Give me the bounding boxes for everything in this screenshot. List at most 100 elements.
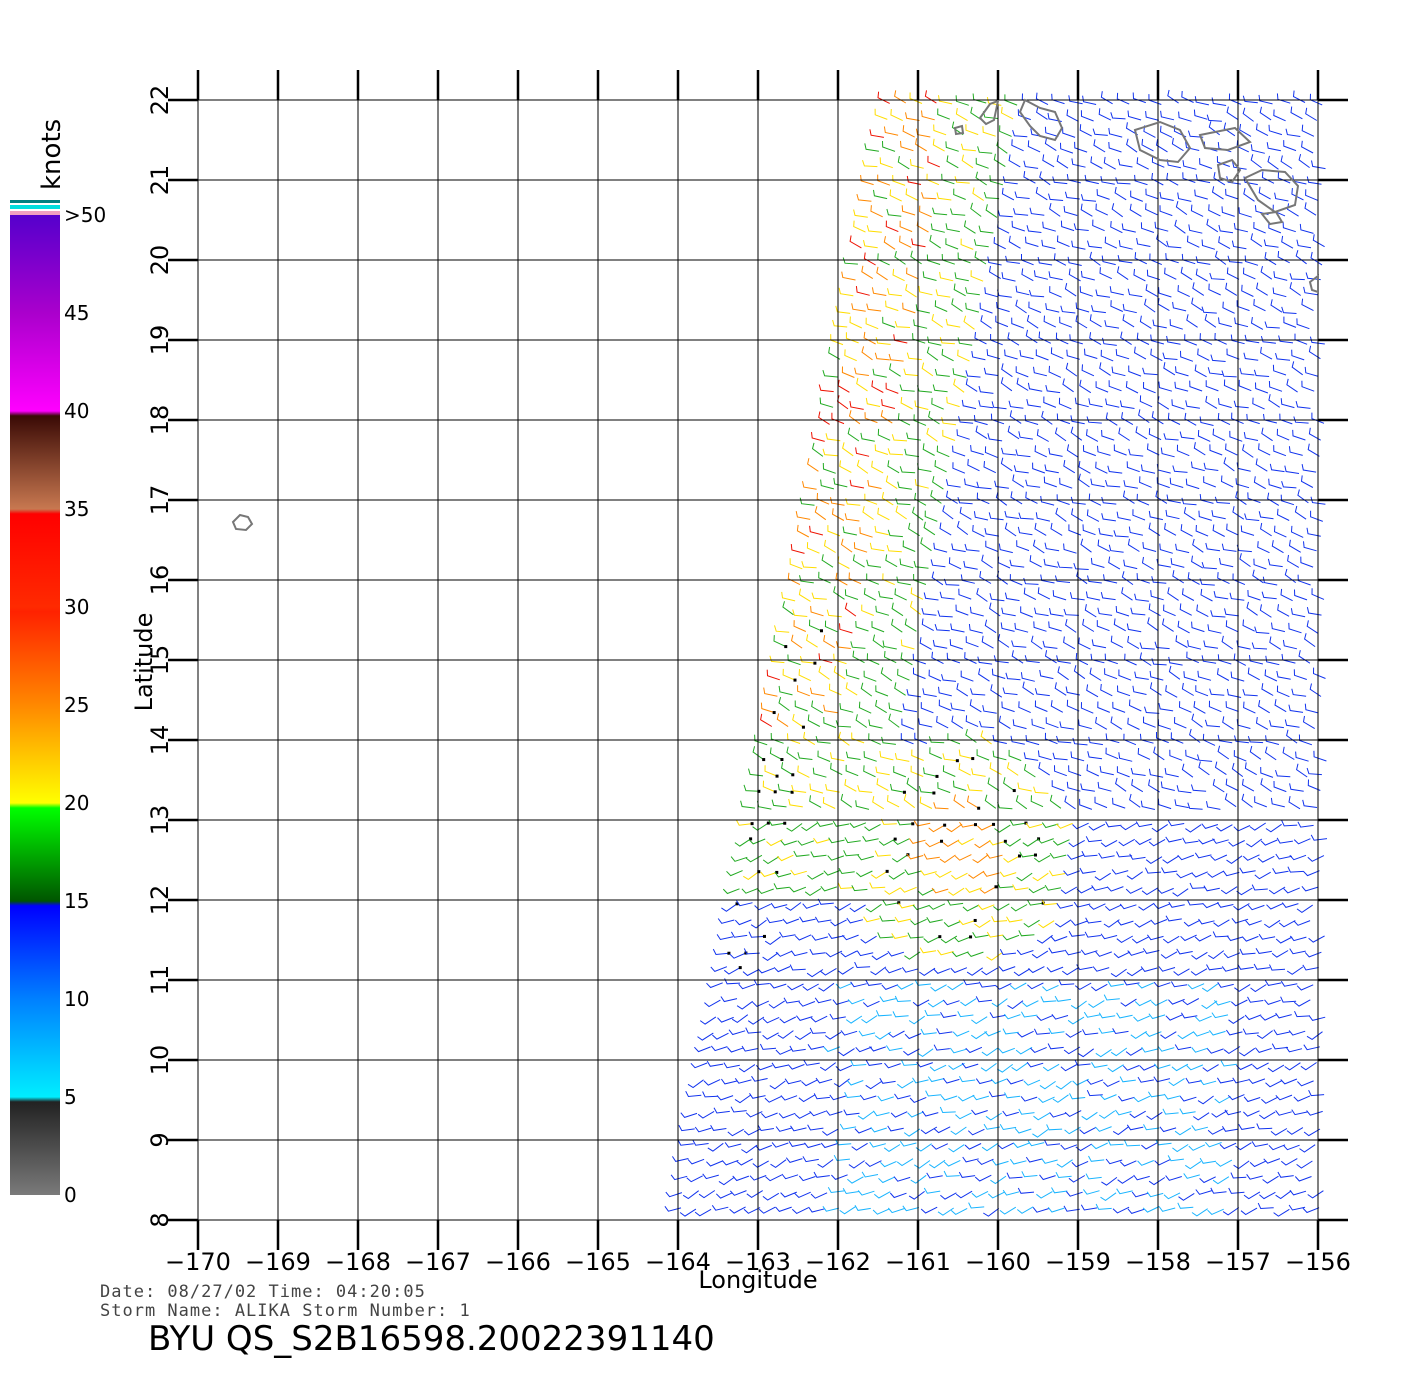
wind-barb bbox=[1259, 1191, 1276, 1200]
wind-barb bbox=[1108, 556, 1121, 570]
wind-barb bbox=[983, 191, 1000, 200]
wind-barb bbox=[1112, 1126, 1129, 1136]
wind-barb bbox=[1002, 1189, 1020, 1196]
wind-barb bbox=[1100, 1094, 1117, 1101]
wind-barb bbox=[1172, 1144, 1189, 1153]
wind-barb bbox=[959, 821, 976, 828]
wind-barb bbox=[983, 461, 997, 474]
wind-barb bbox=[896, 576, 911, 586]
wind-barb bbox=[1044, 884, 1062, 891]
wind-barb bbox=[1264, 999, 1281, 1005]
wind-barb bbox=[1226, 935, 1244, 942]
wind-barb bbox=[1071, 158, 1086, 168]
wind-barb bbox=[1182, 172, 1196, 183]
wind-barb bbox=[1155, 490, 1168, 504]
wind-barb bbox=[875, 337, 891, 345]
wind-barb bbox=[798, 1175, 816, 1182]
wind-barb bbox=[1056, 155, 1069, 169]
wind-barb bbox=[856, 377, 868, 392]
wind-barb bbox=[974, 919, 991, 929]
wind-barb bbox=[905, 284, 917, 298]
wind-barb bbox=[1021, 1000, 1039, 1008]
wind-barb bbox=[1165, 836, 1182, 843]
wind-barb bbox=[1285, 1046, 1303, 1053]
wind-barb bbox=[1311, 412, 1325, 424]
wind-barb bbox=[697, 1110, 715, 1119]
wind-barb bbox=[1309, 336, 1325, 345]
wind-barb bbox=[950, 702, 965, 712]
rain-flag bbox=[897, 901, 901, 905]
rain-flag bbox=[749, 837, 753, 841]
wind-barb bbox=[783, 997, 800, 1004]
wind-barb bbox=[1302, 870, 1320, 877]
wind-barb bbox=[770, 1159, 787, 1169]
wind-barb bbox=[798, 1094, 816, 1103]
wind-barb bbox=[989, 175, 1004, 186]
wind-barb bbox=[1162, 618, 1174, 632]
wind-barb bbox=[1221, 1125, 1239, 1132]
wind-barb bbox=[1148, 603, 1161, 617]
wind-barb bbox=[1180, 1012, 1198, 1019]
wind-barb bbox=[1180, 934, 1197, 942]
wind-barb bbox=[1048, 447, 1063, 457]
wind-barb bbox=[908, 522, 920, 537]
wind-barb bbox=[680, 1112, 698, 1118]
wind-barb bbox=[852, 650, 865, 664]
wind-barb bbox=[1108, 544, 1124, 553]
wind-barb bbox=[1120, 998, 1137, 1007]
wind-barb bbox=[867, 479, 882, 489]
wind-barb bbox=[941, 417, 957, 426]
wind-barb bbox=[1050, 936, 1068, 942]
wind-barb bbox=[1218, 224, 1234, 234]
wind-barb bbox=[1224, 1109, 1242, 1116]
wind-barb bbox=[1080, 1204, 1098, 1211]
wind-barb bbox=[839, 1123, 857, 1130]
wind-barb bbox=[1172, 570, 1185, 584]
wind-barb bbox=[846, 1080, 864, 1086]
wind-barb bbox=[986, 349, 1001, 360]
wind-barb bbox=[1282, 639, 1298, 650]
colorbar-label: 35 bbox=[64, 497, 89, 521]
wind-barb bbox=[1261, 1096, 1278, 1104]
wind-barb bbox=[1063, 543, 1077, 554]
wind-barb bbox=[1084, 604, 1097, 618]
wind-barb bbox=[734, 1078, 752, 1084]
wind-barb bbox=[1064, 1110, 1082, 1118]
wind-barb bbox=[762, 952, 779, 962]
wind-barb bbox=[844, 837, 861, 844]
wind-barbs bbox=[664, 89, 1328, 1217]
wind-barb bbox=[880, 410, 893, 424]
wind-barb bbox=[1091, 305, 1106, 314]
wind-barb bbox=[1069, 1093, 1086, 1100]
wind-barb bbox=[1044, 126, 1059, 137]
wind-barb bbox=[933, 542, 948, 553]
wind-barb bbox=[1129, 853, 1146, 860]
wind-barb bbox=[1185, 141, 1200, 151]
wind-barb bbox=[774, 871, 792, 878]
wind-barb bbox=[1125, 381, 1139, 394]
wind-barb bbox=[1281, 820, 1298, 827]
wind-barb bbox=[1089, 314, 1102, 328]
wind-barb bbox=[778, 696, 790, 712]
wind-barb bbox=[775, 1048, 793, 1055]
wind-barb bbox=[1172, 888, 1189, 897]
wind-barb bbox=[1041, 410, 1053, 425]
island-maui bbox=[1243, 168, 1300, 214]
wind-barb bbox=[1275, 853, 1293, 860]
rain-flag bbox=[791, 773, 795, 777]
wind-barb bbox=[1085, 836, 1102, 843]
wind-barb bbox=[841, 271, 856, 281]
wind-barb bbox=[1290, 106, 1303, 120]
wind-barb bbox=[1006, 1172, 1023, 1179]
rain-flag bbox=[973, 918, 977, 922]
wind-barb bbox=[970, 445, 984, 456]
wind-barb bbox=[885, 300, 899, 312]
wind-barb bbox=[765, 1174, 782, 1182]
wind-barb bbox=[1256, 282, 1268, 296]
wind-barb bbox=[809, 948, 826, 955]
wind-barb bbox=[951, 951, 969, 958]
wind-barb bbox=[1034, 607, 1049, 617]
wind-barb bbox=[1099, 362, 1111, 376]
wind-barb bbox=[1146, 1191, 1164, 1198]
wind-barb bbox=[1072, 822, 1089, 830]
